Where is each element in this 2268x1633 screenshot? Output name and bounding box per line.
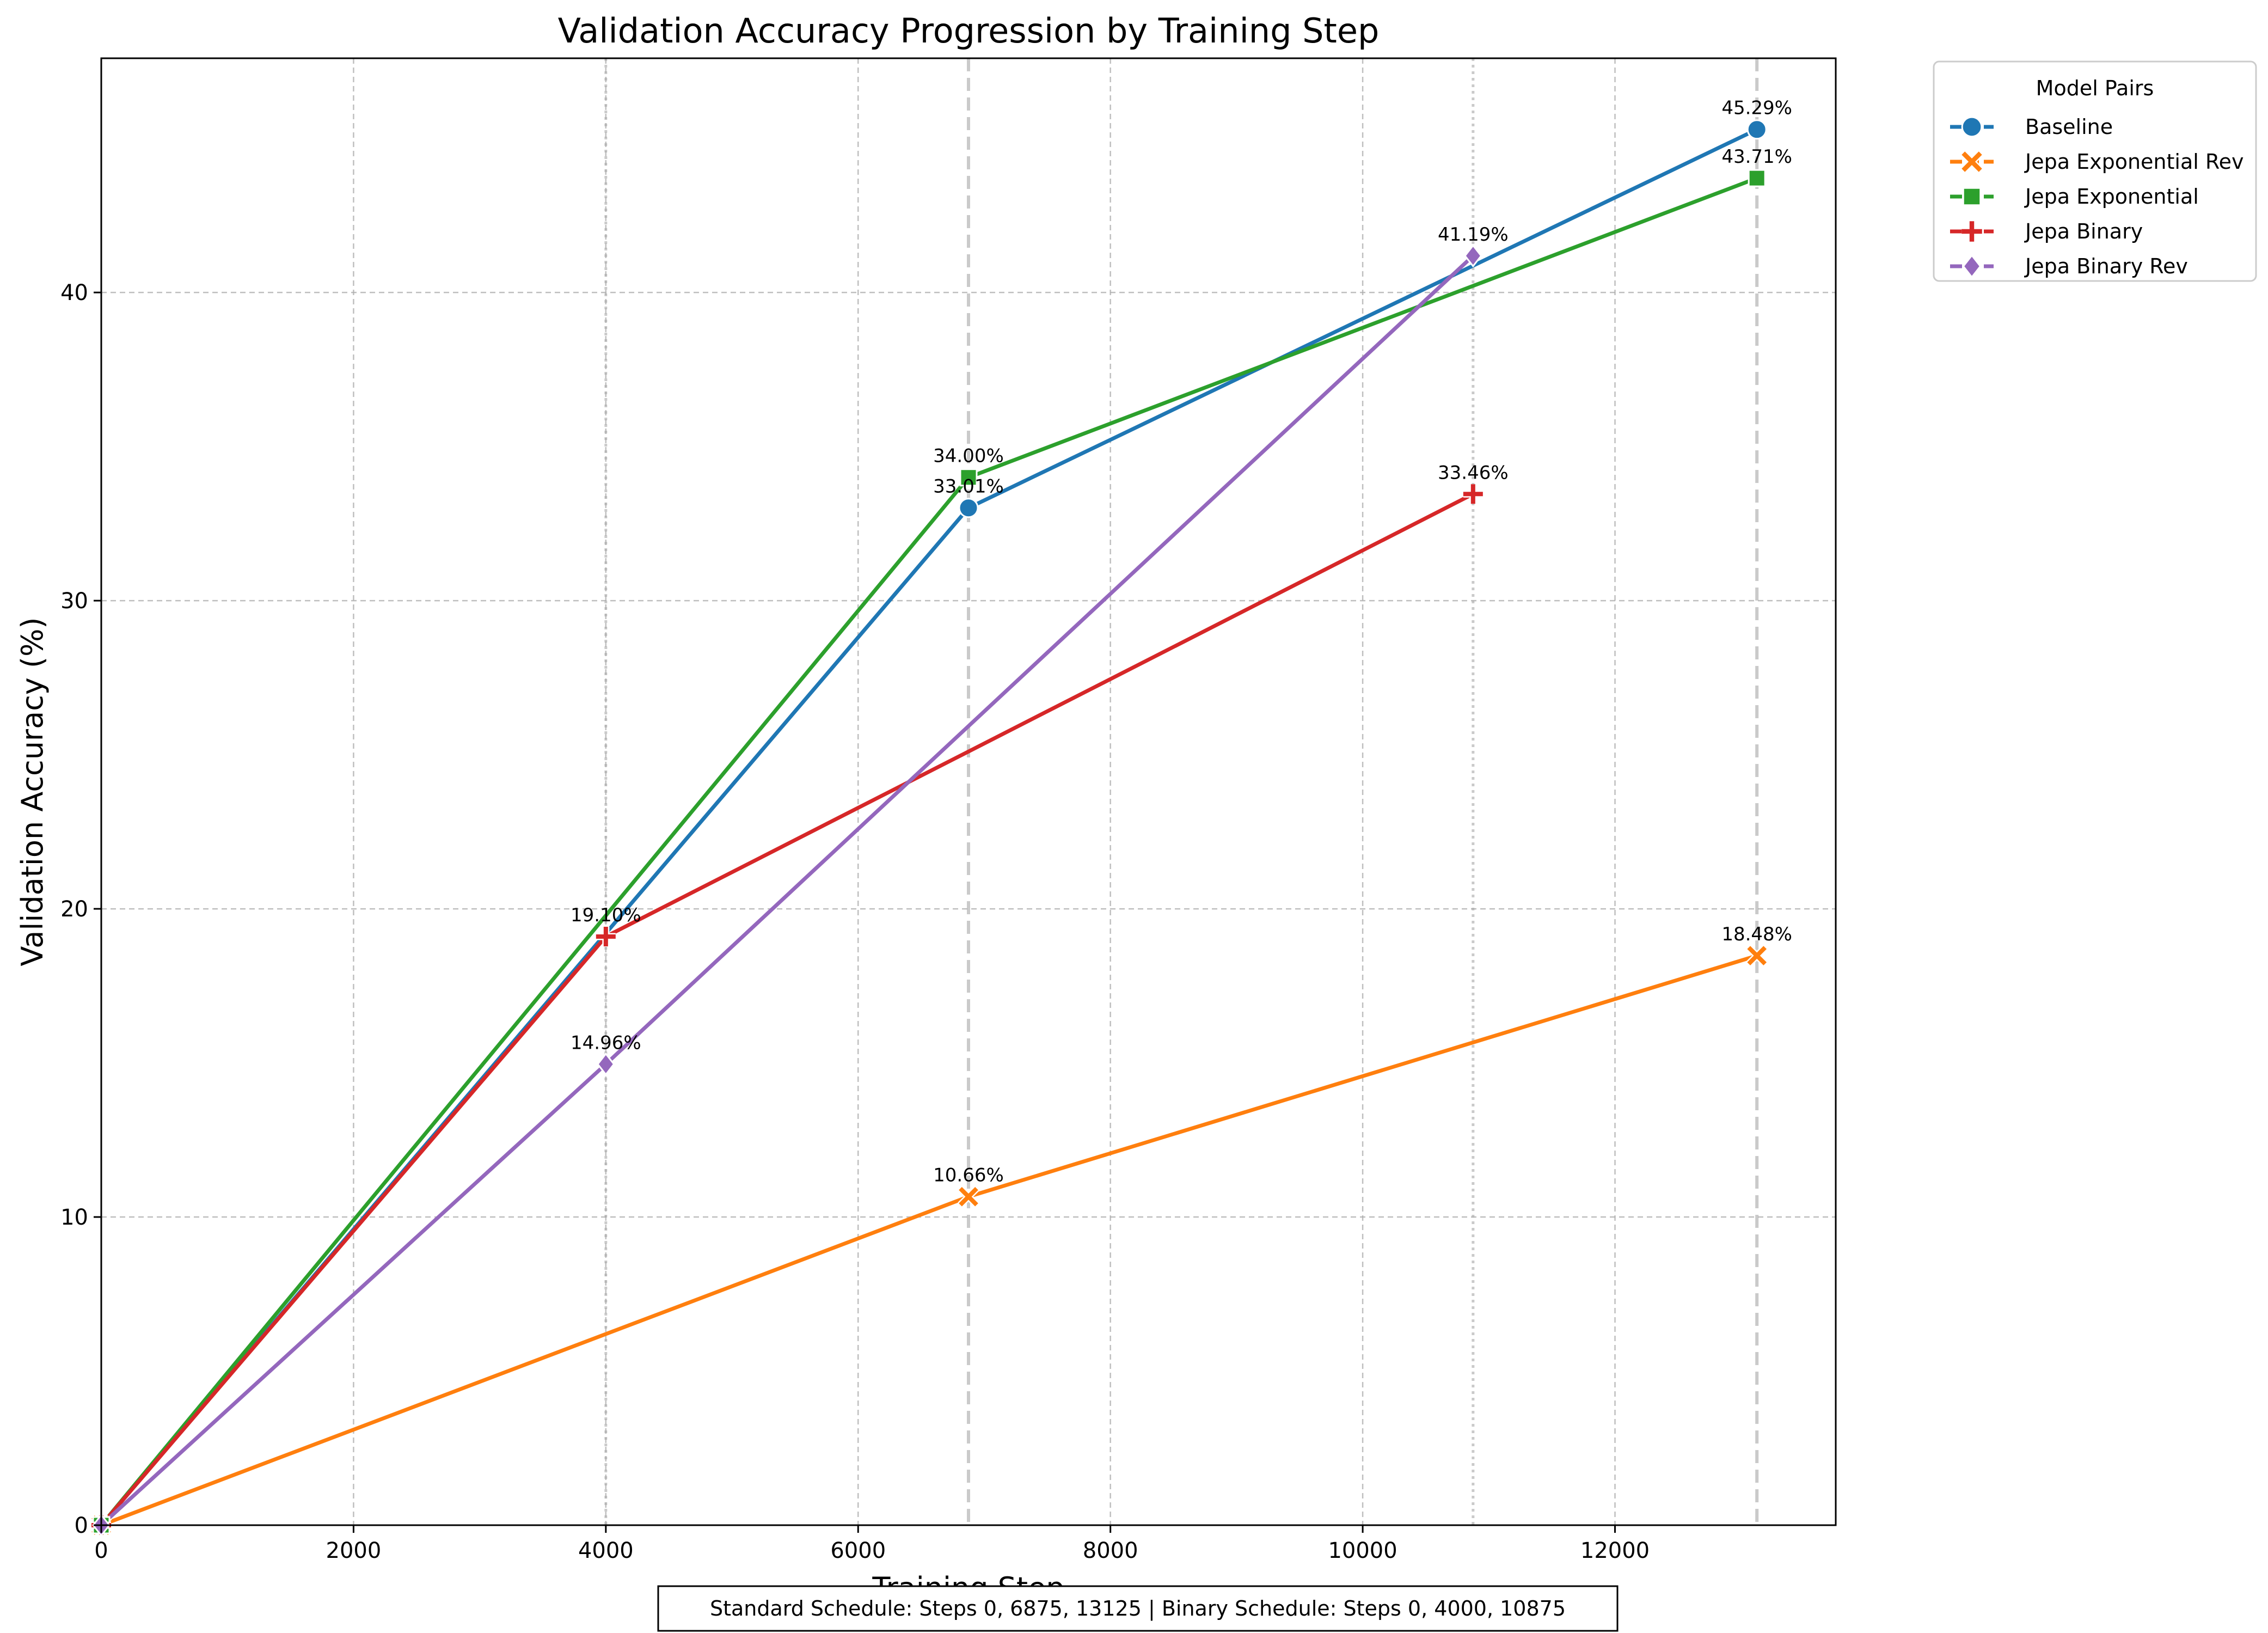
data-label: 34.00% (933, 445, 1004, 467)
data-point (1961, 116, 1983, 138)
data-point (596, 927, 616, 946)
data-label: 41.19% (1438, 224, 1509, 246)
data-point (1463, 484, 1483, 504)
data-point-stroke (959, 1186, 978, 1207)
data-point (958, 498, 979, 518)
legend-item-label: Jepa Binary (2024, 219, 2143, 243)
data-label: 19.10% (571, 904, 641, 926)
point-labels: 33.01% 45.29% 10.66% 18.48% 34.00% 43.71% 19.1… (571, 97, 1792, 1186)
y-axis-label: Validation Accuracy (%) (15, 617, 50, 967)
legend: Model Pairs Baseline Jepa Exponential Rev… (1933, 60, 2257, 282)
series-markers (90, 119, 1768, 1537)
data-point-stroke (1961, 151, 1982, 172)
schedule-lines (604, 58, 1759, 1525)
y-tick-label: 30 (60, 589, 88, 614)
data-point (1464, 244, 1482, 268)
data-label: 14.96% (571, 1032, 641, 1054)
data-point (1962, 187, 1982, 206)
data-label: 43.71% (1721, 146, 1792, 168)
data-point (958, 1186, 979, 1208)
data-point-stroke (596, 927, 616, 946)
data-label: 33.46% (1438, 462, 1509, 484)
data-point (1962, 254, 1982, 279)
data-point (1748, 169, 1766, 187)
y-tick-label: 40 (60, 280, 88, 305)
data-point (1746, 945, 1768, 967)
x-tick-label: 6000 (830, 1538, 886, 1563)
x-tick-label: 0 (94, 1538, 108, 1563)
footnote: Standard Schedule: Steps 0, 6875, 13125 … (710, 1597, 1566, 1621)
data-point (1961, 221, 1982, 242)
data-label: 18.48% (1721, 923, 1792, 945)
footnote-frame (657, 1585, 1619, 1632)
x-tick-label: 12000 (1580, 1538, 1650, 1563)
footnote-box: Standard Schedule: Steps 0, 6875, 13125 … (657, 1585, 1619, 1632)
x-tick-label: 2000 (326, 1538, 382, 1563)
data-point (1960, 150, 1983, 173)
plot-frame (100, 57, 1837, 1526)
data-point (1746, 119, 1767, 140)
y-axis-ticks: 0 10 20 30 40 (60, 280, 101, 1538)
data-point-stroke (1747, 946, 1767, 965)
x-tick-label: 10000 (1328, 1538, 1397, 1563)
y-tick-label: 10 (60, 1205, 88, 1230)
y-tick-label: 20 (60, 897, 88, 922)
legend-item-label: Jepa Exponential Rev (2024, 150, 2244, 174)
data-point (959, 468, 978, 487)
legend-title: Model Pairs (2036, 76, 2154, 100)
data-point-stroke (1463, 484, 1483, 504)
x-axis-ticks: 0 2000 4000 6000 8000 10000 12000 (94, 1525, 1650, 1563)
legend-frame (1933, 60, 2257, 282)
data-label: 10.66% (933, 1165, 1004, 1186)
legend-items: Baseline Jepa Exponential Rev Jepa Exponen… (1950, 115, 2244, 279)
data-point (597, 1052, 615, 1076)
chart-title: Validation Accuracy Progression by Train… (558, 11, 1380, 51)
legend-item-label: Jepa Binary Rev (2024, 254, 2188, 278)
x-tick-label: 8000 (1083, 1538, 1138, 1563)
x-tick-label: 4000 (578, 1538, 634, 1563)
data-label: 45.29% (1721, 97, 1792, 119)
legend-item-label: Jepa Exponential (2024, 185, 2199, 209)
y-tick-label: 0 (75, 1513, 88, 1538)
legend-item-label: Baseline (2025, 115, 2113, 139)
data-point-stroke (1961, 221, 1982, 242)
data-label: 33.01% (933, 476, 1004, 498)
